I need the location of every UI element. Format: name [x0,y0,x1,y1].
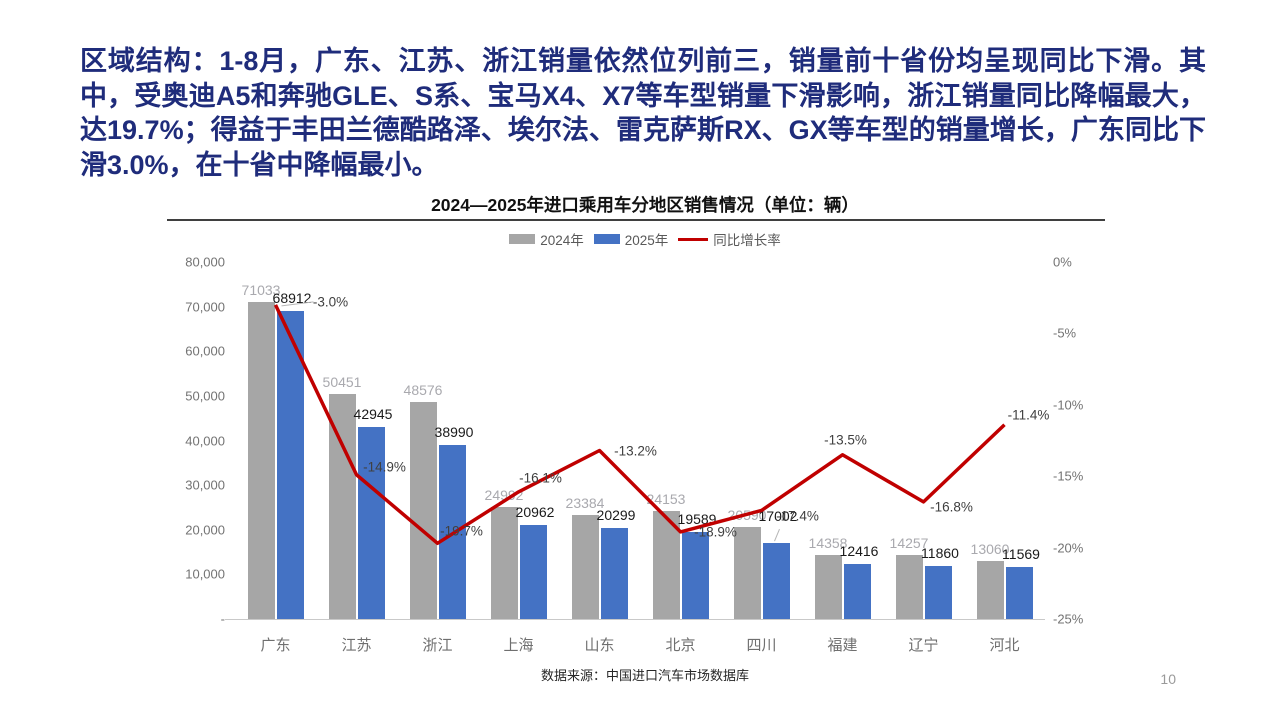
x-axis-line [225,619,1045,620]
y-axis-left-tick-8: - [220,611,225,627]
growth-point-label-4: -13.2% [614,443,657,459]
bar-label-2025-7: 12416 [839,542,879,559]
growth-point-label-7: -13.5% [824,432,867,448]
y-axis-right-tick-1: -5% [1053,325,1077,341]
legend-item-1: 2025年 [593,229,669,249]
growth-point-label-8: -16.8% [930,499,973,515]
title-divider [167,219,1105,221]
growth-point-label-6: -17.4% [776,508,819,524]
bar-2025-7 [843,563,871,619]
legend-item-2: 同比增长率 [678,229,781,249]
headline-text: 区域结构：1-8月，广东、江苏、浙江销量依然位列前三，销量前十省份均呈现同比下滑… [80,46,1206,180]
bar-2024-6 [733,527,761,619]
x-axis-label-2: 浙江 [422,637,453,654]
bar-label-2025-1: 42945 [353,406,393,423]
x-axis-label-0: 广东 [260,637,291,654]
bar-2025-8 [924,566,952,619]
bar-label-2025-4: 20299 [596,507,636,524]
growth-point-label-9: -11.4% [1007,407,1050,423]
y-axis-left-tick-1: 70,000 [185,299,225,315]
x-axis-label-4: 山东 [584,637,615,654]
bar-2025-5 [681,531,709,619]
bar-2024-5 [652,511,680,619]
y-axis-right-tick-5: -25% [1053,611,1084,627]
y-axis-right-tick-4: -20% [1053,540,1084,556]
y-axis-left-tick-4: 40,000 [185,433,225,448]
bar-2025-0 [276,311,304,619]
x-axis-label-9: 河北 [989,637,1020,654]
y-axis-right-tick-0: 0% [1053,254,1072,270]
y-axis-left-tick-2: 60,000 [185,343,225,359]
bar-2025-3 [519,525,547,619]
x-axis-label-7: 福建 [827,637,858,654]
legend-label-2: 同比增长率 [713,233,781,248]
growth-point-label-5: -18.9% [694,524,737,540]
bar-label-2024-0: 71033 [241,282,281,298]
bar-label-2025-8: 11860 [921,545,959,562]
x-axis-label-6: 四川 [746,637,777,654]
bar-2024-9 [976,560,1004,619]
bar-2024-7 [814,554,842,619]
legend-item-0: 2024年 [509,229,584,249]
bar-2024-8 [895,555,923,619]
label-leader-line-6 [774,528,780,542]
bar-2025-4 [600,528,628,619]
growth-point-label-1: -14.9% [363,459,406,475]
y-axis-left-tick-6: 20,000 [185,522,225,538]
y-axis-right-tick-3: -15% [1053,468,1084,484]
legend-swatch-0 [509,234,536,244]
legend-swatch-2 [678,237,709,241]
bar-label-2024-3: 24992 [484,487,524,504]
source-note: 数据来源：中国进口汽车市场数据库 [540,668,749,683]
y-axis-left-tick-5: 30,000 [185,477,225,493]
y-axis-right-tick-2: -10% [1053,397,1084,413]
bar-label-2025-3: 20962 [515,504,555,521]
legend-label-1: 2025年 [624,233,669,248]
growth-point-label-2: -19.7% [440,523,483,539]
bar-label-2024-5: 24153 [646,491,686,508]
growth-point-label-3: -16.1% [519,470,562,486]
y-axis-left-tick-3: 50,000 [185,388,225,404]
chart-title: 2024—2025年进口乘用车分地区销售情况（单位：辆） [431,195,859,215]
bar-label-2025-0: 68912 [272,290,312,307]
bar-2024-1 [328,393,356,619]
bar-2024-4 [571,514,599,619]
growth-point-label-0: -3.0% [312,294,349,310]
bar-label-2025-9: 11569 [1002,546,1040,563]
growth-line [273,304,1006,546]
legend-label-0: 2024年 [540,233,584,248]
y-axis-left-tick-0: 80,000 [185,254,225,270]
x-axis-label-5: 北京 [665,637,696,654]
x-axis-label-1: 江苏 [341,637,372,654]
chart-legend: 2024年 2025年 同比增长率 [185,229,1105,249]
bar-2025-9 [1005,567,1033,619]
bar-2024-3 [490,507,518,619]
x-axis-label-3: 上海 [503,637,534,654]
legend-swatch-1 [593,234,620,244]
bar-label-2025-2: 38990 [434,424,474,440]
x-axis-label-8: 辽宁 [908,637,939,654]
bar-label-2024-1: 50451 [322,373,362,390]
bar-2024-0 [247,302,275,619]
bar-2025-6 [762,543,790,619]
bar-2024-2 [409,402,437,619]
bar-label-2024-2: 48576 [403,382,443,399]
bar-2025-1 [357,427,385,619]
y-axis-left-tick-7: 10,000 [185,566,225,582]
page-number: 10 [1160,671,1176,687]
